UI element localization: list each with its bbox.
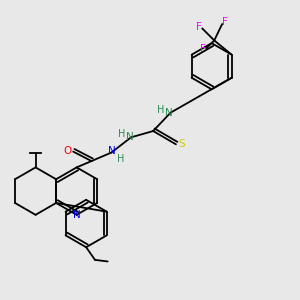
Text: N: N bbox=[73, 210, 80, 220]
Text: N: N bbox=[126, 132, 133, 142]
Text: N: N bbox=[107, 146, 115, 156]
Text: F: F bbox=[200, 44, 206, 54]
Text: F: F bbox=[196, 22, 202, 32]
Text: H: H bbox=[117, 154, 124, 164]
Text: O: O bbox=[63, 146, 72, 156]
Text: H: H bbox=[118, 129, 126, 139]
Text: N: N bbox=[165, 108, 173, 118]
Text: S: S bbox=[178, 139, 185, 149]
Text: F: F bbox=[222, 17, 228, 27]
Text: H: H bbox=[158, 105, 165, 115]
